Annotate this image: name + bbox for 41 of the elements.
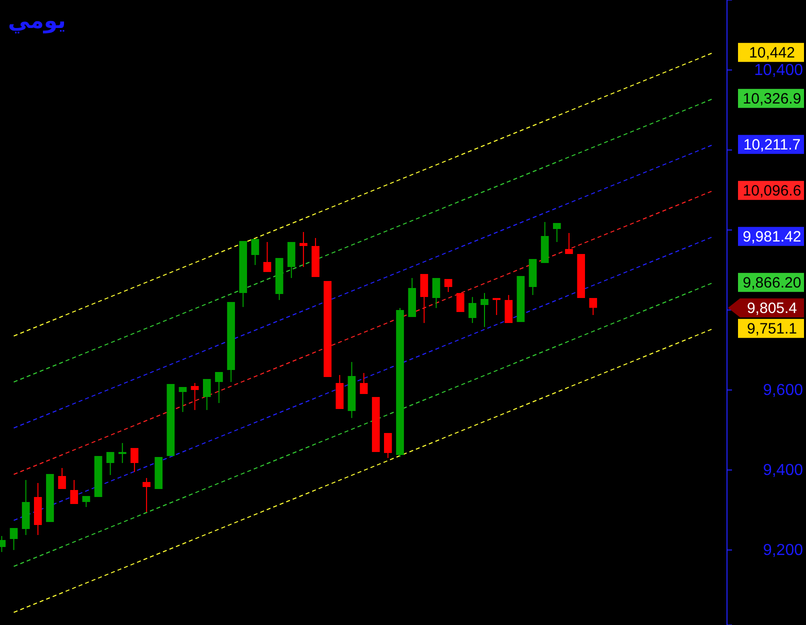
y-tick-label: 9,400 <box>762 462 804 480</box>
text: 9,805.4 <box>746 300 798 318</box>
text: 10,326.9 <box>742 90 802 108</box>
chart-title: يومي <box>8 9 66 34</box>
y-tick-label: 10,400 <box>754 62 804 80</box>
candlestick <box>480 292 488 328</box>
candlestick <box>565 232 573 254</box>
candlestick <box>10 528 18 550</box>
candlestick <box>202 378 211 410</box>
candlestick <box>178 386 187 412</box>
text: 10,096.6 <box>742 182 802 200</box>
y-tick-label: 9,200 <box>762 542 804 560</box>
candlestick <box>118 442 126 464</box>
candlestick <box>190 382 199 410</box>
text: 9,981.42 <box>742 228 802 246</box>
candlestick <box>468 296 476 324</box>
candlestick <box>106 452 114 476</box>
candlestick <box>251 238 260 266</box>
candlestick <box>432 278 440 308</box>
candlestick <box>504 294 513 324</box>
candlestick <box>384 432 392 458</box>
text: 10,442 <box>749 44 795 62</box>
candlestick <box>360 372 368 394</box>
candlestick <box>58 468 66 490</box>
candlestick <box>492 298 500 316</box>
candlestick <box>300 232 308 268</box>
candlestick <box>82 496 90 508</box>
candlestick <box>589 298 598 316</box>
candlestick <box>142 478 150 512</box>
text: 9,866.20 <box>742 274 802 292</box>
candlestick <box>70 480 78 504</box>
candlestick <box>130 448 138 472</box>
text: 9,751.1 <box>746 320 798 338</box>
candlestick <box>215 372 223 404</box>
candlestick <box>263 242 272 272</box>
candlestick <box>444 278 452 292</box>
candlestick <box>420 274 428 324</box>
candlestick <box>456 293 464 312</box>
y-tick-label: 9,600 <box>762 382 804 400</box>
candlestick <box>552 222 561 242</box>
text: 10,211.7 <box>743 136 801 154</box>
